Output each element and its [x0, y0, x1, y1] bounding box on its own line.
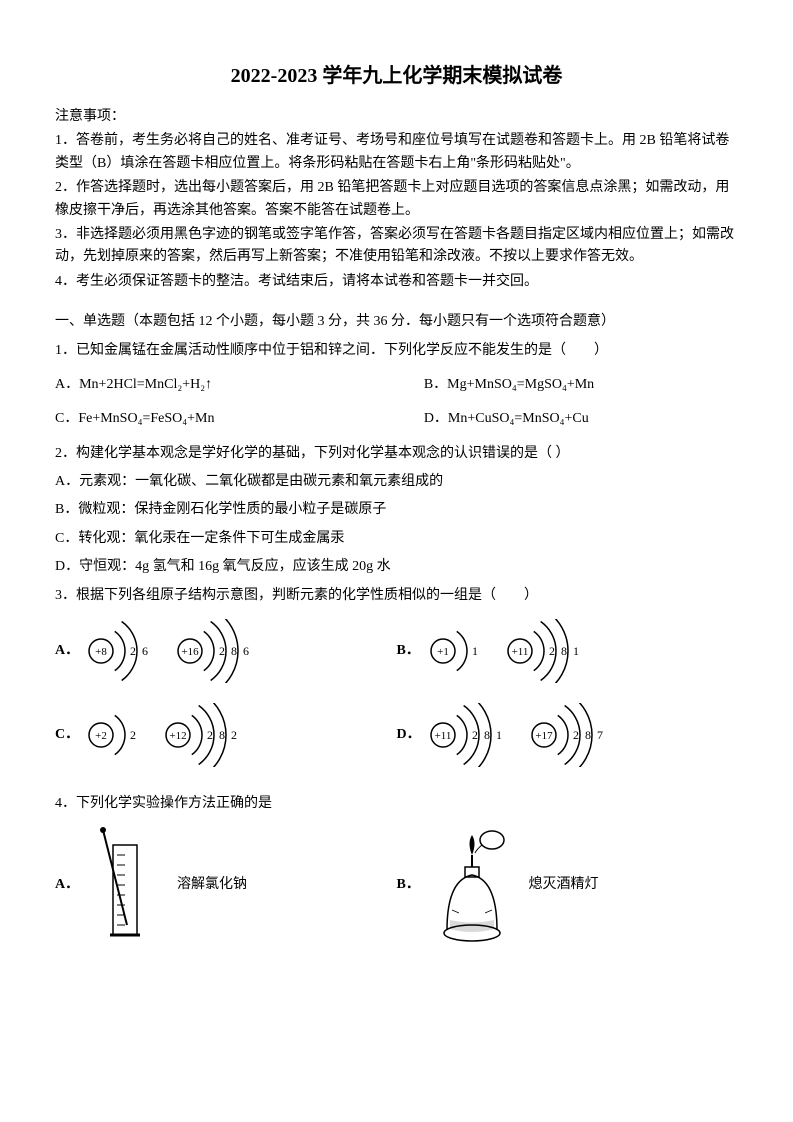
svg-text:7: 7 [597, 728, 603, 742]
q3-stem: 3．根据下列各组原子结构示意图，判断元素的化学性质相似的一组是（ ） [55, 585, 738, 607]
svg-text:2: 2 [130, 728, 136, 742]
svg-text:6: 6 [142, 644, 148, 658]
q4-caption-a: 溶解氯化钠 [177, 874, 247, 896]
q4-row: A． 溶解氯化钠 B． [55, 825, 738, 945]
svg-text:+11: +11 [434, 730, 451, 742]
svg-text:8: 8 [561, 644, 567, 658]
svg-text:+1: +1 [437, 646, 449, 658]
q4-diagram-a [85, 825, 165, 945]
svg-text:2: 2 [219, 644, 225, 658]
svg-text:1: 1 [472, 644, 478, 658]
svg-text:2: 2 [573, 728, 579, 742]
q3-diagram-b: +11 +11281 [427, 619, 739, 683]
svg-text:+8: +8 [95, 646, 107, 658]
svg-text:+16: +16 [181, 646, 199, 658]
q4-diagram-b [427, 825, 517, 945]
q2-opt-b: B．微粒观：保持金刚石化学性质的最小粒子是碳原子 [55, 499, 738, 521]
svg-text:2: 2 [549, 644, 555, 658]
q3-diagram-c: +22 +12282 [85, 703, 397, 767]
q3-label-c: C． [55, 724, 85, 746]
q3-label-a: A． [55, 640, 85, 662]
notice-head: 注意事项： [55, 106, 738, 128]
svg-text:8: 8 [231, 644, 237, 658]
svg-text:2: 2 [130, 644, 136, 658]
svg-text:+17: +17 [535, 730, 553, 742]
svg-text:2: 2 [207, 728, 213, 742]
q2-opt-d: D．守恒观：4g 氢气和 16g 氧气反应，应该生成 20g 水 [55, 556, 738, 578]
q3-label-b: B． [397, 640, 427, 662]
svg-text:1: 1 [573, 644, 579, 658]
svg-text:8: 8 [219, 728, 225, 742]
q1-opt-c: C．Fe+MnSO₄=FeSO₄+Mn [55, 408, 424, 430]
svg-text:2: 2 [231, 728, 237, 742]
svg-text:+12: +12 [169, 730, 186, 742]
notice-item-1: 1．答卷前，考生务必将自己的姓名、准考证号、考场号和座位号填写在试题卷和答题卡上… [55, 130, 738, 175]
notice-item-3: 3．非选择题必须用黑色字迹的钢笔或签字笔作答，答案必须写在答题卡各题目指定区域内… [55, 224, 738, 269]
q4-label-a: A． [55, 874, 85, 896]
q2-opt-c: C．转化观：氧化汞在一定条件下可生成金属汞 [55, 528, 738, 550]
svg-text:+11: +11 [511, 646, 528, 658]
q2-stem: 2．构建化学基本观念是学好化学的基础，下列对化学基本观念的认识错误的是（ ） [55, 443, 738, 465]
q4-caption-b: 熄灭酒精灯 [529, 874, 599, 896]
page-title: 2022-2023 学年九上化学期末模拟试卷 [55, 60, 738, 92]
q1-stem: 1．已知金属锰在金属活动性顺序中位于铝和锌之间．下列化学反应不能发生的是（ ） [55, 340, 738, 362]
q1-opt-b: B．Mg+MnSO₄=MgSO₄+Mn [424, 374, 738, 396]
q3-row-ab: A． +826 +16286 B． +11 +11281 [55, 619, 738, 683]
q3-label-d: D． [397, 724, 427, 746]
q4-stem: 4．下列化学实验操作方法正确的是 [55, 793, 738, 815]
notice-item-4: 4．考生必须保证答题卡的整洁。考试结束后，请将本试卷和答题卡一并交回。 [55, 271, 738, 293]
section-1-head: 一、单选题（本题包括 12 个小题，每小题 3 分，共 36 分．每小题只有一个… [55, 311, 738, 333]
svg-text:+2: +2 [95, 730, 107, 742]
q3-row-cd: C． +22 +12282 D． +11281 +17287 [55, 703, 738, 767]
q1-opt-d: D．Mn+CuSO₄=MnSO₄+Cu [424, 408, 738, 430]
svg-text:2: 2 [472, 728, 478, 742]
svg-text:6: 6 [243, 644, 249, 658]
q2-opt-a: A．元素观：一氧化碳、二氧化碳都是由碳元素和氧元素组成的 [55, 471, 738, 493]
svg-text:8: 8 [585, 728, 591, 742]
q4-label-b: B． [397, 874, 427, 896]
notice-item-2: 2．作答选择题时，选出每小题答案后，用 2B 铅笔把答题卡上对应题目选项的答案信… [55, 177, 738, 222]
q3-diagram-a: +826 +16286 [85, 619, 397, 683]
q1-opt-a: A．Mn+2HCl=MnCl₂+H₂↑ [55, 374, 424, 396]
q3-diagram-d: +11281 +17287 [427, 703, 739, 767]
svg-text:8: 8 [484, 728, 490, 742]
svg-text:1: 1 [496, 728, 502, 742]
